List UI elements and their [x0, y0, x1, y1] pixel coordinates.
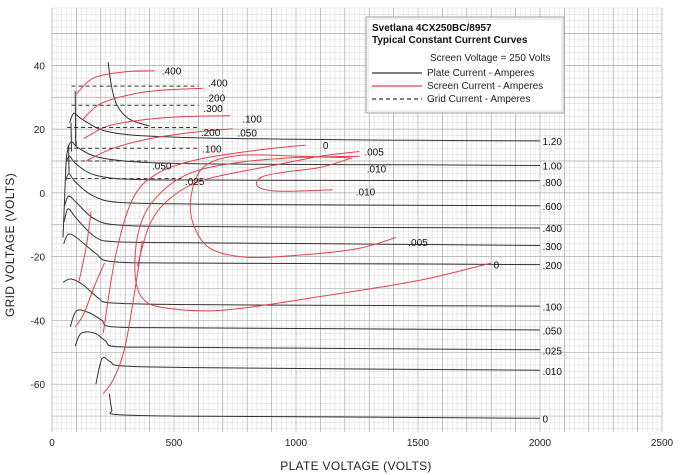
- screen-current-curve: [76, 70, 155, 95]
- screen-curve-label: .010: [356, 187, 376, 198]
- x-tick-label: 1000: [285, 438, 308, 449]
- plate-current-curve: [65, 173, 541, 207]
- x-tick-label: 500: [166, 438, 183, 449]
- curves: [62, 62, 541, 419]
- plate-current-curve: [107, 62, 150, 127]
- x-tick-label: 2500: [651, 438, 674, 449]
- minor-gridlines: [52, 7, 662, 432]
- screen-current-curve: [189, 154, 397, 259]
- y-tick-label: -20: [31, 253, 46, 264]
- screen-current-curve: [102, 240, 143, 395]
- screen-curve-label: .400: [162, 66, 182, 77]
- plate-current-curve: [95, 356, 541, 385]
- screen-curve-label: .005: [408, 238, 428, 249]
- plate-curve-label: .010: [542, 367, 562, 378]
- y-tick-label: -40: [31, 316, 46, 327]
- screen-current-curve: [255, 157, 353, 192]
- x-axis-title: PLATE VOLTAGE (VOLTS): [280, 459, 431, 473]
- y-tick-label: 20: [34, 125, 46, 136]
- grid-curve-label: .300: [203, 104, 223, 115]
- grid-curve-label: .200: [201, 128, 221, 139]
- screen-current-curve: [136, 151, 360, 267]
- screen-curve-label: .010: [367, 164, 387, 175]
- screen-current-curve: [83, 115, 231, 140]
- plate-curve-label: .025: [542, 347, 562, 358]
- plate-curve-label: .200: [542, 261, 562, 272]
- curve-labels: .400.400.200.300.100.200.050.100.050.025…: [152, 66, 562, 425]
- legend-inner-border: [367, 18, 563, 112]
- plate-current-curve: [67, 141, 541, 166]
- chart-title: Svetlana 4CX250BC/8957: [372, 23, 492, 34]
- grid-curve-label: .100: [202, 144, 222, 155]
- plate-current-curve: [74, 90, 77, 147]
- y-tick-label: 0: [39, 189, 45, 200]
- y-tick-label: 40: [34, 61, 46, 72]
- legend-screen-current: Screen Current - Amperes: [427, 81, 543, 92]
- legend-plate-current: Plate Current - Amperes: [427, 68, 534, 79]
- plate-curve-label: 1.00: [542, 161, 562, 172]
- screen-curve-label: .100: [242, 114, 262, 125]
- screen-current-curve: [82, 87, 204, 120]
- y-axis-title: GRID VOLTAGE (VOLTS): [3, 173, 17, 317]
- screen-curve-label: .050: [237, 128, 257, 139]
- x-tick-label: 0: [49, 438, 55, 449]
- plate-current-curve: [74, 331, 541, 351]
- chart-subtitle: Typical Constant Current Curves: [372, 35, 528, 46]
- screen-current-curve: [78, 211, 92, 283]
- plate-current-curve: [108, 393, 541, 419]
- plate-curve-label: .800: [542, 178, 562, 189]
- x-tick-label: 1500: [407, 438, 430, 449]
- plate-curve-label: .300: [542, 242, 562, 253]
- plate-curve-label: .050: [542, 326, 562, 337]
- screen-current-curve: [85, 128, 233, 162]
- plate-current-curve: [63, 208, 541, 246]
- legend: Svetlana 4CX250BC/8957 Typical Constant …: [365, 16, 565, 114]
- screen-current-curve: [134, 155, 492, 312]
- plate-curve-label: 1.20: [542, 137, 562, 148]
- plate-current-curve: [69, 309, 541, 331]
- screen-curve-label: .005: [364, 148, 384, 159]
- x-tick-label: 2000: [529, 438, 552, 449]
- grid-curve-label: .025: [185, 177, 205, 188]
- grid-curve-label: .050: [152, 161, 172, 172]
- legend-grid-current: Grid Current - Amperes: [427, 94, 530, 105]
- plate-current-curve: [68, 145, 70, 174]
- plate-curve-label: 0: [542, 415, 548, 426]
- screen-curve-label: 0: [494, 260, 500, 271]
- plate-curve-label: .100: [542, 303, 562, 314]
- plate-curve-label: .600: [542, 202, 562, 213]
- y-tick-label: -60: [31, 380, 46, 391]
- screen-curve-label: 0: [323, 141, 329, 152]
- plate-current-curve: [62, 148, 69, 238]
- plate-current-curve: [62, 278, 541, 307]
- screen-current-curve: [102, 144, 306, 334]
- plate-current-curve: [63, 233, 541, 266]
- plate-current-curve: [64, 195, 541, 229]
- screen-current-curve: [74, 262, 105, 328]
- grid-curve-label: .400: [208, 78, 228, 89]
- screen-curve-label: .200: [206, 93, 226, 104]
- plate-curve-label: .400: [542, 224, 562, 235]
- tick-labels: 0 500 1000 1500 2000 2500 40 20 0 -20 -40 -60: [31, 61, 674, 449]
- legend-screen-voltage: Screen Voltage = 250 Volts: [430, 53, 550, 64]
